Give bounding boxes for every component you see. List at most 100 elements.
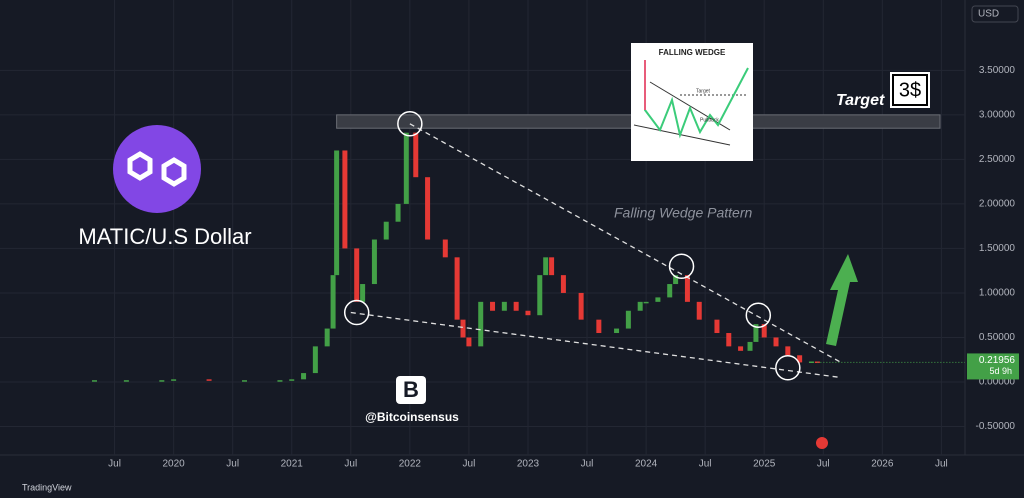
- y-tick-label: 2.50000: [979, 154, 1016, 165]
- inset-price: [644, 60, 749, 139]
- inset-title: FALLING WEDGE: [659, 48, 726, 57]
- candle: [726, 333, 732, 347]
- candle: [330, 275, 336, 329]
- candle: [773, 337, 779, 347]
- candle: [637, 301, 643, 311]
- matic-logo: [113, 125, 201, 213]
- currency-box[interactable]: [971, 5, 1019, 23]
- y-tick-label: 1.50000: [979, 243, 1016, 254]
- candle: [360, 284, 366, 302]
- candle: [324, 328, 330, 347]
- x-tick-label: Jul: [463, 459, 476, 470]
- candle: [442, 239, 448, 258]
- countdown: 5d 9h: [989, 366, 1012, 376]
- inset-target: Target: [696, 88, 711, 94]
- up-arrow: [826, 254, 858, 346]
- candle: [714, 319, 720, 334]
- candle: [761, 324, 767, 338]
- inset-pullback: Pullback: [700, 117, 719, 123]
- x-tick-label: Jul: [226, 459, 239, 470]
- y-tick-label: 3.50000: [979, 65, 1016, 76]
- candle: [383, 221, 389, 240]
- watermark: @Bitcoinsensus: [365, 410, 459, 424]
- candle: [625, 310, 631, 329]
- x-tick-label: 2024: [635, 459, 658, 470]
- x-tick-label: 2021: [281, 459, 304, 470]
- target-box: [890, 72, 930, 108]
- trendline: [409, 123, 842, 363]
- y-tick-label: 1.00000: [979, 288, 1016, 299]
- candle: [289, 379, 295, 381]
- x-tick-label: 2023: [517, 459, 540, 470]
- candle: [808, 361, 814, 364]
- candle: [413, 132, 419, 178]
- candle: [460, 319, 466, 338]
- brand-logo: [396, 376, 426, 404]
- x-tick-label: Jul: [344, 459, 357, 470]
- last-price: 0.21956: [979, 355, 1016, 366]
- candle: [342, 150, 348, 249]
- candle: [643, 301, 649, 304]
- candle: [667, 284, 673, 298]
- candle: [301, 373, 307, 380]
- candle: [753, 324, 759, 342]
- pair-title: MATIC/U.S Dollar: [78, 224, 251, 249]
- candle: [673, 275, 679, 285]
- matic-icon: [127, 151, 187, 187]
- candle: [371, 239, 377, 285]
- x-tick-label: Jul: [817, 459, 830, 470]
- candle: [171, 379, 177, 381]
- candle: [312, 346, 318, 374]
- candle: [501, 301, 507, 311]
- candle: [614, 328, 620, 334]
- candle: [797, 355, 803, 363]
- candle: [655, 297, 661, 302]
- candle: [334, 150, 340, 276]
- x-tick-label: 2020: [163, 459, 186, 470]
- candle: [684, 275, 690, 302]
- trendline: [350, 311, 842, 379]
- y-tick-label: 2.00000: [979, 199, 1016, 210]
- inset: [631, 43, 753, 161]
- x-tick-label: Jul: [935, 459, 948, 470]
- currency: USD: [978, 9, 999, 20]
- y-tick-label: 3.00000: [979, 110, 1016, 121]
- x-tick-label: 2026: [871, 459, 894, 470]
- candle: [560, 275, 566, 293]
- target-value: 3$: [899, 79, 921, 101]
- candle: [425, 177, 431, 240]
- candle: [478, 301, 484, 347]
- pattern-label: Falling Wedge Pattern: [614, 205, 752, 221]
- candle: [277, 380, 283, 382]
- event-icon[interactable]: [816, 437, 828, 449]
- y-tick-label: 0.00000: [979, 377, 1016, 388]
- candle: [696, 301, 702, 320]
- candle: [537, 275, 543, 316]
- brand: TradingView: [22, 482, 72, 492]
- candle: [525, 310, 531, 316]
- x-tick-label: 2025: [753, 459, 776, 470]
- candle: [596, 319, 602, 334]
- touch-point: [343, 299, 370, 326]
- candle: [403, 132, 409, 204]
- x-tick-label: 2022: [399, 459, 422, 470]
- candle: [206, 379, 212, 381]
- candle: [490, 301, 496, 311]
- candle: [241, 380, 247, 382]
- candle: [123, 380, 129, 382]
- candle: [395, 203, 401, 222]
- x-tick-label: Jul: [108, 459, 121, 470]
- candle: [747, 341, 753, 351]
- touch-point: [397, 111, 423, 137]
- candle: [354, 248, 360, 302]
- candle: [578, 292, 584, 320]
- candle: [785, 346, 791, 356]
- x-tick-label: Jul: [581, 459, 594, 470]
- touch-point: [668, 253, 695, 279]
- x-tick-label: Jul: [699, 459, 712, 470]
- candle: [543, 257, 549, 276]
- candle: [738, 346, 744, 351]
- touch-point: [745, 302, 772, 328]
